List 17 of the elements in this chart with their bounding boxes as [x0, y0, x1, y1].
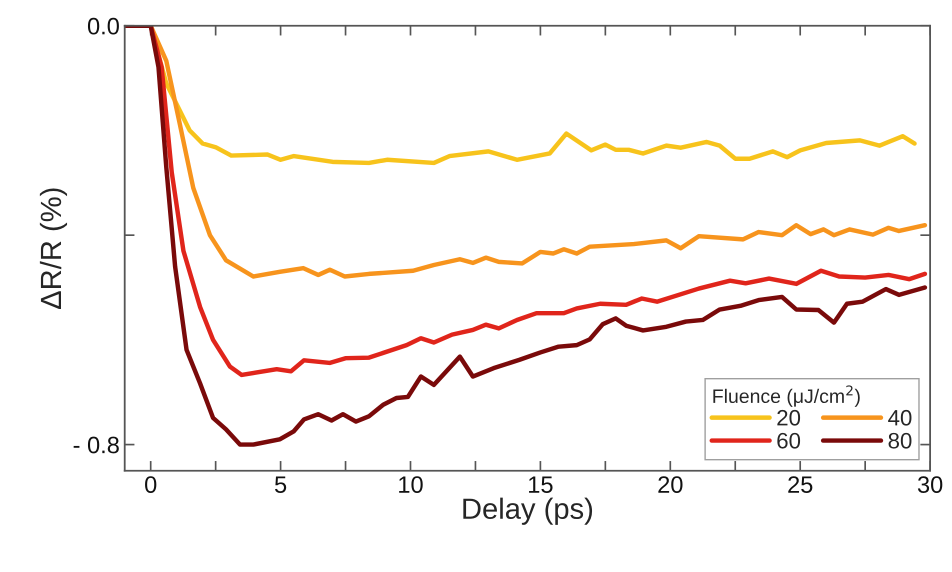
x-tick-label: 0 [145, 476, 156, 493]
y-tick-label: - 0.8 [74, 436, 119, 454]
x-tick-label: 5 [274, 476, 286, 493]
legend-label: 80 [888, 432, 912, 449]
legend-label: 60 [777, 432, 800, 449]
x-tick-label: 20 [658, 476, 683, 493]
x-tick-label: 30 [918, 476, 942, 493]
y-axis-title: ΔR/R (%) [40, 188, 68, 309]
x-axis-title: Delay (ps) [463, 498, 592, 525]
line-series [124, 26, 928, 447]
x-tick-label: 25 [788, 476, 812, 493]
x-tick-label: 15 [529, 476, 553, 493]
legend-label: 20 [777, 410, 800, 426]
legend-title: Fluence (μJ/cm$^{2}$) [713, 385, 860, 407]
y-tick-label: 0.0 [88, 18, 119, 35]
legend-label: 40 [888, 410, 912, 426]
x-tick-label: 10 [399, 476, 423, 493]
